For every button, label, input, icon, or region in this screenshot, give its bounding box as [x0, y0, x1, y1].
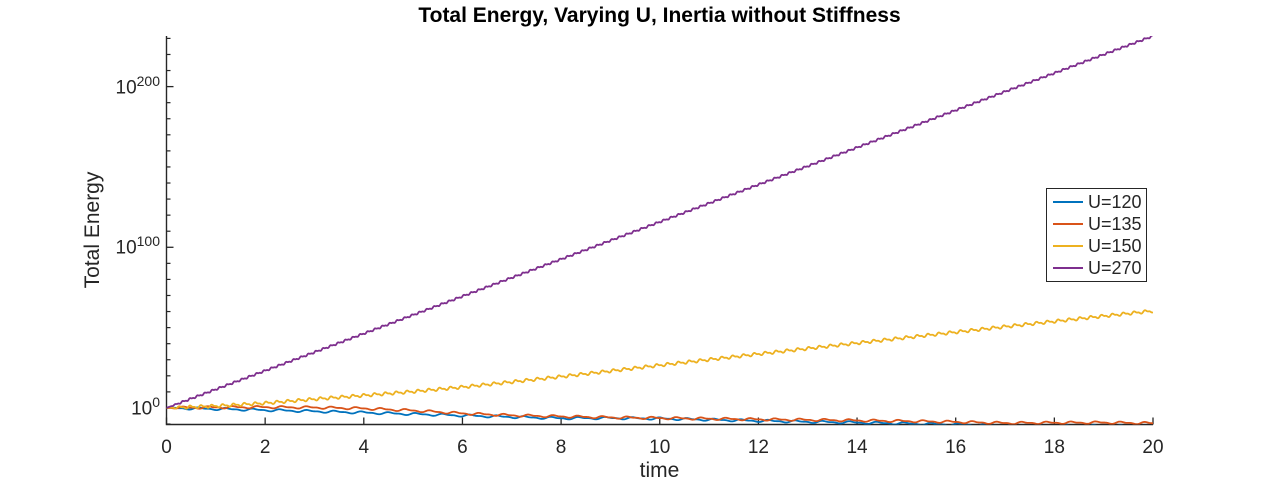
- legend-label: U=150: [1088, 235, 1142, 256]
- x-axis-label: time: [639, 459, 680, 482]
- y-tick-label: 100: [131, 393, 160, 420]
- series-line-u135: [166, 405, 1153, 425]
- legend-entry-u135: U=135: [1047, 213, 1146, 235]
- x-tick-label: 16: [945, 437, 967, 458]
- axis-lines: [165, 36, 1153, 426]
- legend-line-swatch: [1053, 266, 1083, 270]
- series-line-u270: [166, 36, 1153, 409]
- x-tick-label: 12: [747, 437, 769, 458]
- x-tick-label: 18: [1043, 437, 1065, 458]
- legend-line-swatch: [1053, 244, 1083, 248]
- legend-label: U=270: [1088, 257, 1142, 278]
- legend-label: U=135: [1088, 213, 1142, 234]
- x-tick-label: 0: [161, 437, 172, 458]
- legend-entry-u270: U=270: [1047, 257, 1146, 279]
- x-tick-label: 20: [1142, 437, 1164, 458]
- x-tick-label: 4: [358, 437, 370, 458]
- x-tick-label: 2: [259, 437, 271, 458]
- x-tick-label: 14: [846, 437, 868, 458]
- y-tick-label: 10200: [115, 72, 161, 98]
- legend: U=120 U=135 U=150 U=270: [1046, 188, 1147, 282]
- legend-line-swatch: [1053, 222, 1083, 226]
- x-tick-label: 6: [457, 437, 468, 458]
- series-line-u150: [166, 309, 1153, 410]
- legend-entry-u120: U=120: [1047, 191, 1146, 213]
- legend-label: U=120: [1088, 191, 1142, 212]
- y-tick-label: 10100: [115, 233, 161, 259]
- x-tick-label: 8: [555, 437, 567, 458]
- legend-entry-u150: U=150: [1047, 235, 1146, 257]
- x-tick-label: 10: [649, 437, 671, 458]
- legend-line-swatch: [1053, 200, 1083, 204]
- chart-title: Total Energy, Varying U, Inertia without…: [418, 4, 901, 27]
